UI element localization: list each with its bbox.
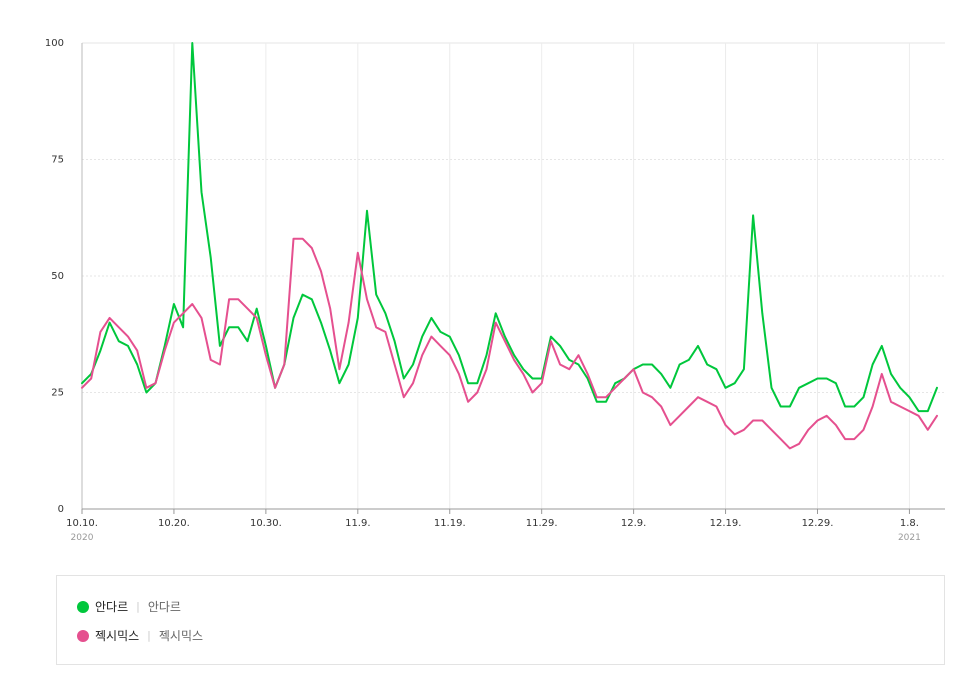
legend: 안다르 | 안다르 젝시믹스 | 젝시믹스 [56, 575, 945, 665]
x-tick-label: 11.19. [434, 518, 466, 529]
x-tick-year-label: 2021 [898, 533, 921, 543]
y-tick-label: 25 [51, 388, 64, 399]
x-tick-label: 10.30. [250, 518, 282, 529]
axes: 0 25 50 75 100 10.10. 2020 10.20. 10.30. 11.9. 11.… [45, 38, 945, 543]
legend-series-name: 안다르 [95, 600, 129, 614]
y-tick-label: 75 [51, 155, 64, 166]
y-tick-label: 50 [51, 271, 64, 282]
x-tick-label: 10.10. [66, 518, 98, 529]
x-tick-label: 11.9. [345, 518, 370, 529]
x-tick-year-label: 2020 [71, 533, 94, 543]
y-tick-label: 0 [58, 504, 64, 515]
x-tick-label: 12.9. [621, 518, 646, 529]
legend-marker-icon [77, 600, 89, 613]
x-tick-label: 12.19. [710, 518, 742, 529]
legend-series-sub: 젝시믹스 [158, 629, 204, 643]
legend-series-sub: 안다르 [147, 600, 181, 614]
grid-lines [81, 42, 945, 509]
legend-item-xexymix[interactable]: 젝시믹스 | 젝시믹스 [77, 627, 203, 644]
legend-marker-icon [77, 629, 89, 642]
legend-separator: | [147, 629, 151, 642]
legend-series-name: 젝시믹스 [95, 629, 140, 643]
legend-separator: | [136, 600, 140, 613]
x-tick-label: 1.8. [900, 518, 919, 529]
x-tick-label: 12.29. [802, 518, 834, 529]
legend-item-andar[interactable]: 안다르 | 안다르 [77, 598, 181, 615]
series-lines [81, 42, 938, 450]
y-tick-label: 100 [45, 38, 64, 49]
x-tick-label: 11.29. [526, 518, 558, 529]
series-line-xexymix [81, 237, 938, 450]
line-chart: 0 25 50 75 100 10.10. 2020 10.20. 10.30. 11.9. 11.… [45, 38, 945, 543]
x-tick-label: 10.20. [158, 518, 190, 529]
